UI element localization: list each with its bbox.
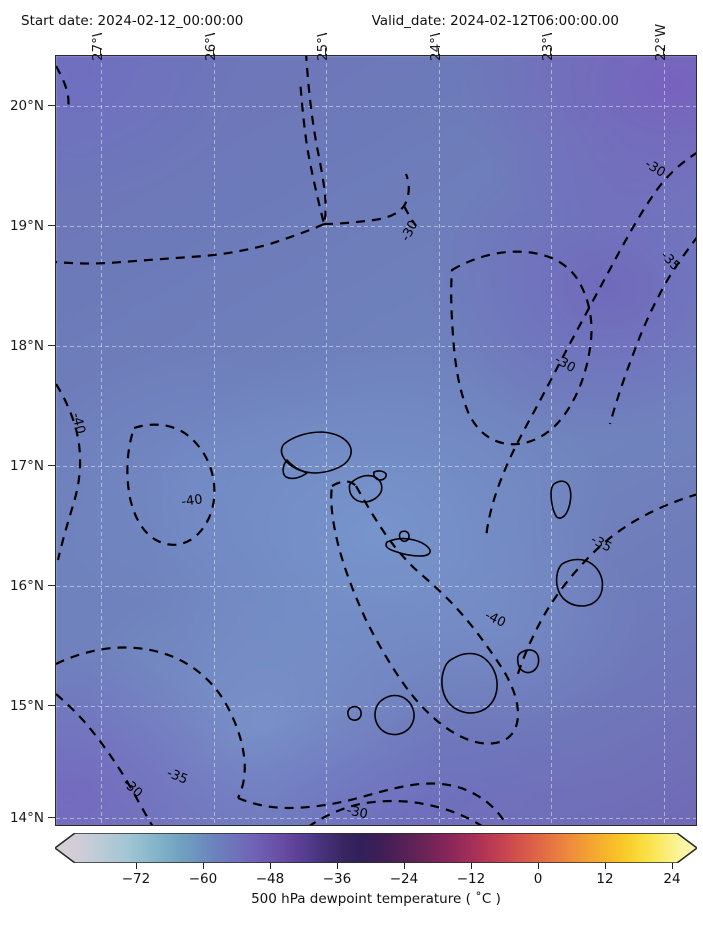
y-tick-label-16n: 16°N xyxy=(9,578,44,594)
contour-line--40 xyxy=(56,383,82,561)
contour-line--40 xyxy=(331,480,357,487)
coastline-santiago xyxy=(441,652,498,714)
map-axes[interactable]: -30 -30 -30 -35 -35 -4 xyxy=(55,55,697,826)
colorbar-tick-label-m60: −60 xyxy=(188,871,218,887)
colorbar-tick-label-m12: −12 xyxy=(456,871,486,887)
coastline-santa-luzia xyxy=(373,470,387,481)
coastline-fogo xyxy=(374,694,415,736)
coastline-brava xyxy=(347,705,362,721)
contour-line--40 xyxy=(330,485,520,745)
colorbar-tick-label-12: 12 xyxy=(596,871,614,887)
contour-label--40: -40 xyxy=(482,608,508,631)
y-tick-label-17n: 17°N xyxy=(9,458,44,474)
contour-label--40: -40 xyxy=(180,492,203,510)
contour-line--30 xyxy=(450,250,593,446)
colorbar-tick-label-m36: −36 xyxy=(322,871,352,887)
colorbar-tick-label-m72: −72 xyxy=(121,871,151,887)
contour-line--35 xyxy=(56,646,246,799)
colorbar[interactable]: −72 −60 −48 −36 −24 −12 0 12 24 500 hPa … xyxy=(55,833,697,907)
valid-date-label: Valid_date: 2024-02-12T06:00:00.00 xyxy=(371,12,619,29)
contour-label--30: -30 xyxy=(345,803,369,822)
contour-line--30 xyxy=(56,222,325,265)
y-tick-label-15n: 15°N xyxy=(9,698,44,714)
coastline-sao-nicolau xyxy=(398,530,410,543)
contour-line--30 xyxy=(484,151,696,539)
coastline-sao-nicolau xyxy=(385,537,431,557)
y-tick-label-19n: 19°N xyxy=(9,218,44,234)
contour-fill-field xyxy=(56,56,696,825)
y-tick-label-20n: 20°N xyxy=(9,98,44,114)
contour-line--30 xyxy=(298,56,327,225)
contour-label--35: -35 xyxy=(657,248,683,274)
coastline-sao-vicente xyxy=(348,474,383,503)
coastline-maio xyxy=(516,649,540,674)
start-date-label: Start date: 2024-02-12_00:00:00 xyxy=(21,12,244,29)
colorbar-gradient xyxy=(55,833,697,863)
contour-and-coastline-overlay: -30 -30 -30 -35 -35 -4 xyxy=(56,56,696,825)
date-banner: Start date: 2024-02-12_00:00:00 Valid_da… xyxy=(13,8,627,33)
contour-line--30 xyxy=(323,173,410,226)
contour-line--35 xyxy=(608,236,696,425)
y-tick-label-18n: 18°N xyxy=(9,338,44,354)
contour-label--30: -30 xyxy=(119,776,145,801)
contour-label--30: -30 xyxy=(642,157,668,181)
contour-label--30: -30 xyxy=(398,218,421,244)
contour-line--30 xyxy=(309,799,483,825)
contour-line--30 xyxy=(56,65,70,109)
coastline-sal xyxy=(550,480,572,519)
contour-label--35: -35 xyxy=(588,532,614,555)
contour-label--35: -35 xyxy=(165,766,190,788)
contour-line--35 xyxy=(514,493,696,681)
contour-line--30 xyxy=(403,205,417,227)
contour-line--40 xyxy=(126,423,216,546)
coastline-santo-antao xyxy=(282,459,308,480)
colorbar-tick-label-24: 24 xyxy=(663,871,681,887)
contour-label--40: -40 xyxy=(68,411,88,435)
coastline-santo-antao xyxy=(280,431,352,474)
colorbar-tick-label-m24: −24 xyxy=(389,871,419,887)
colorbar-title: 500 hPa dewpoint temperature ( ˚C ) xyxy=(251,891,501,907)
contour-line--30 xyxy=(56,693,154,825)
coastline-boa-vista xyxy=(555,558,604,607)
y-tick-label-14n: 14°N xyxy=(9,810,44,826)
contour-line--35 xyxy=(237,782,508,825)
colorbar-tick-label-0: 0 xyxy=(533,871,543,887)
colorbar-tick-label-m48: −48 xyxy=(255,871,285,887)
contour-label--30: -30 xyxy=(552,352,578,376)
